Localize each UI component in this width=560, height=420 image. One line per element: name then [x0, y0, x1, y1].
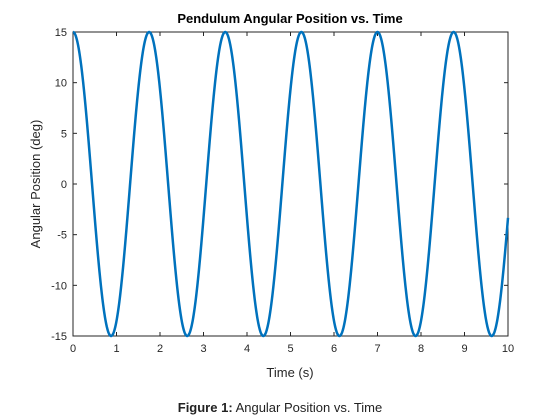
y-tick-label: 0 [61, 179, 67, 191]
y-tick-label: 5 [61, 128, 67, 140]
axis-tick-labels: 0 1 2 3 4 5 6 7 8 9 10 -15 -10 -5 0 5 10 15 [51, 27, 514, 355]
x-tick-label: 4 [244, 343, 250, 355]
y-tick-label: -15 [51, 331, 67, 343]
x-tick-label: 7 [374, 343, 380, 355]
y-tick-label: 15 [55, 27, 67, 39]
x-axis-label: Time (s) [266, 365, 313, 380]
figure-caption: Figure 1: Angular Position vs. Time [0, 400, 560, 415]
x-tick-label: 1 [113, 343, 119, 355]
x-tick-label: 6 [331, 343, 337, 355]
x-tick-label: 5 [287, 343, 293, 355]
chart: Pendulum Angular Position vs. Time 0 1 2 3 4… [28, 11, 514, 380]
x-tick-label: 9 [461, 343, 467, 355]
series-line-theta [72, 30, 510, 338]
figure-caption-label: Figure 1: [177, 400, 233, 415]
y-tick-label: 10 [55, 78, 67, 90]
x-tick-label: 3 [200, 343, 206, 355]
x-tick-label: 10 [502, 343, 514, 355]
figure-caption-text: Angular Position vs. Time [235, 400, 383, 415]
x-tick-label: 0 [70, 343, 76, 355]
x-tick-label: 8 [418, 343, 424, 355]
chart-title: Pendulum Angular Position vs. Time [177, 11, 402, 26]
y-tick-label: -5 [57, 230, 67, 242]
x-tick-label: 2 [157, 343, 163, 355]
y-axis-label: Angular Position (deg) [28, 120, 43, 249]
y-tick-label: -10 [51, 280, 67, 292]
